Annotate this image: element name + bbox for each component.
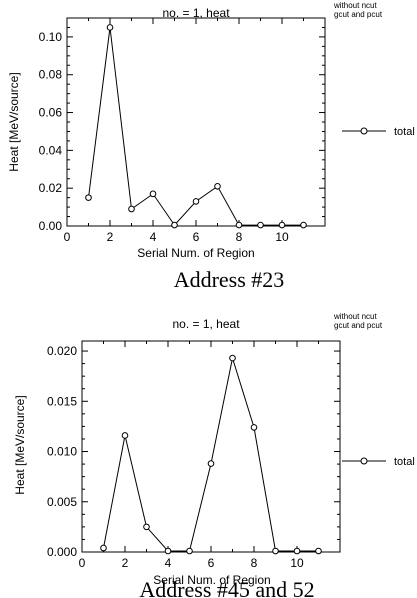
data-point: [214, 182, 221, 190]
chart-2-title: no. = 1, heat: [172, 317, 240, 331]
x-tick-label: 6: [208, 556, 215, 570]
chart-2-note-line2: gcut and pcut: [334, 321, 383, 330]
x-tick-label: 4: [150, 230, 157, 244]
chart-2-plot-frame: [81, 340, 341, 553]
x-tick-label: 8: [251, 556, 258, 570]
y-tick-label: 0.04: [39, 143, 63, 157]
chart-2-ylabel: Heat [MeV/source]: [13, 395, 27, 494]
x-tick-label: 0: [79, 556, 86, 570]
chart-2-note-line1: without ncut: [333, 312, 377, 321]
chart-2-xlabel: Serial Num. of Region: [153, 573, 270, 587]
data-point: [106, 24, 114, 31]
chart-1: no. = 1, heat Heat [MeV/source] Serial N…: [7, 1, 415, 260]
x-tick-label: 4: [165, 556, 172, 570]
data-point: [149, 190, 157, 198]
x-tick-label: 8: [236, 230, 243, 244]
chart-1-legend-label: total: [394, 126, 415, 138]
chart-1-legend: total: [342, 126, 415, 138]
data-point: [278, 221, 286, 229]
data-point: [229, 354, 236, 362]
data-point: [85, 194, 92, 201]
series-line: [88, 27, 304, 226]
data-point: [121, 432, 129, 439]
y-tick-label: 0.010: [47, 445, 77, 459]
y-tick-label: 0.02: [39, 181, 63, 195]
data-point: [164, 547, 172, 555]
chart-2-legend-marker: [360, 457, 368, 465]
chart-1-legend-marker: [360, 127, 368, 135]
chart-1-note-line2: gcut and pcut: [334, 10, 383, 19]
series-line: [103, 357, 319, 552]
y-tick-label: 0.06: [39, 106, 63, 120]
chart-2-legend: total: [342, 456, 415, 468]
data-point: [171, 221, 178, 229]
data-point: [235, 221, 243, 229]
data-point: [128, 205, 135, 213]
y-tick-label: 0.015: [47, 394, 77, 408]
chart-2-legend-label: total: [394, 456, 415, 468]
x-tick-label: 2: [122, 556, 129, 570]
x-tick-label: 10: [275, 230, 289, 244]
chart-1-note-line1: without ncut: [333, 1, 377, 10]
y-tick-label: 0.000: [47, 545, 77, 559]
data-point: [100, 544, 107, 552]
x-tick-label: 10: [290, 556, 304, 570]
chart-2: no. = 1, heat Heat [MeV/source] Serial N…: [13, 312, 415, 587]
data-point: [315, 547, 322, 555]
data-point: [257, 221, 264, 229]
chart-1-ylabel: Heat [MeV/source]: [7, 72, 21, 171]
data-point: [186, 547, 193, 555]
caption-address-45-52: Address #45 and 52: [139, 577, 314, 598]
x-tick-label: 6: [193, 230, 200, 244]
chart-1-plot-frame: [66, 17, 326, 227]
caption-address-23: Address #23: [174, 267, 285, 292]
data-point: [272, 547, 279, 555]
data-point: [143, 523, 150, 531]
chart-1-xlabel: Serial Num. of Region: [137, 246, 254, 260]
data-point: [300, 221, 307, 229]
data-point: [192, 198, 200, 205]
data-point: [250, 424, 258, 431]
y-tick-label: 0.10: [39, 30, 63, 44]
y-tick-label: 0.08: [39, 68, 63, 82]
x-tick-label: 0: [64, 230, 71, 244]
data-point: [207, 460, 215, 467]
y-tick-label: 0.00: [39, 219, 63, 233]
x-tick-label: 2: [107, 230, 114, 244]
chart-1-title: no. = 1, heat: [162, 6, 230, 20]
data-point: [293, 547, 301, 555]
y-tick-label: 0.020: [47, 344, 77, 358]
y-tick-label: 0.005: [47, 495, 77, 509]
